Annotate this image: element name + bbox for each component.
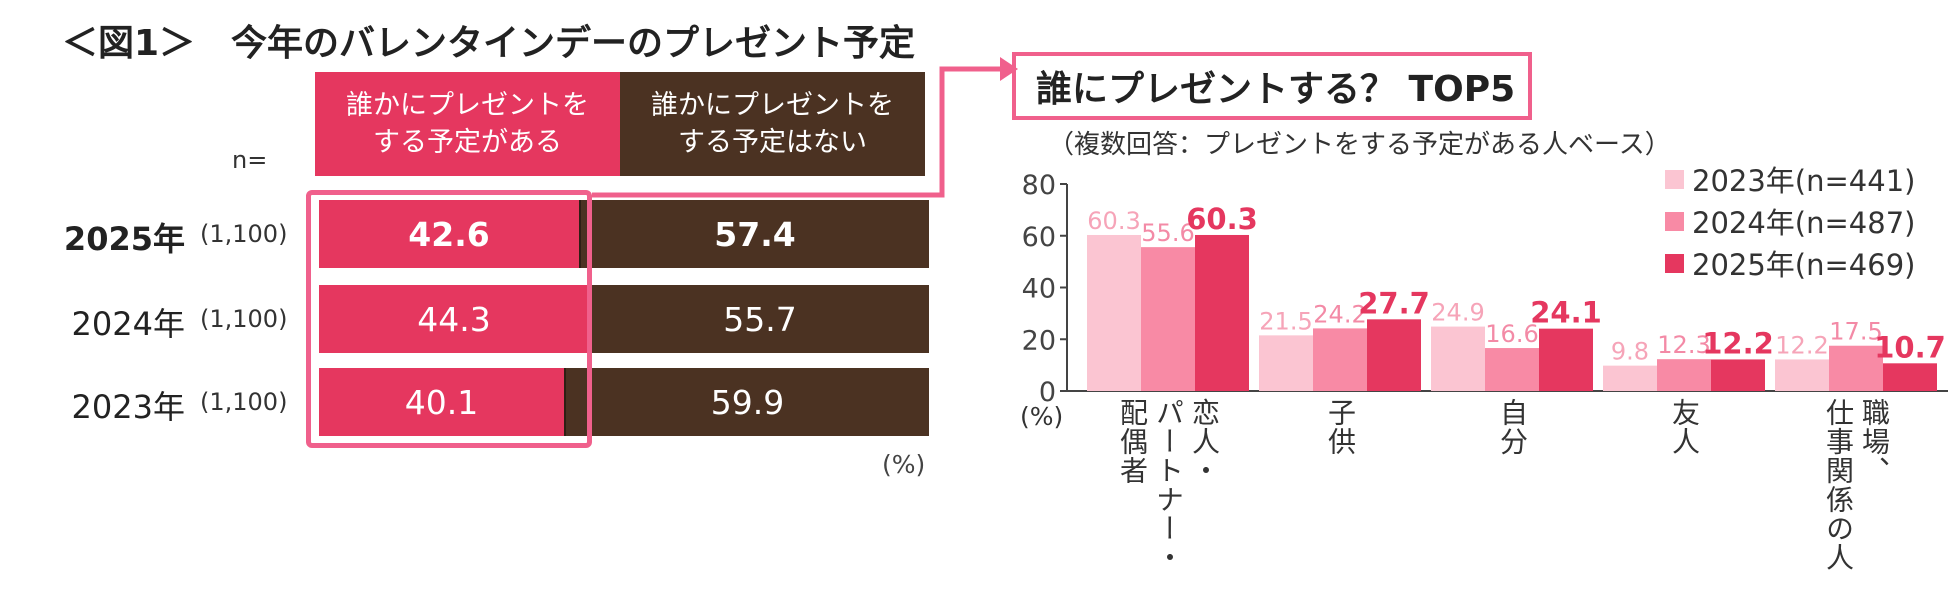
- data-label: 10.7: [1874, 330, 1946, 364]
- bar-segment-no: 55.7: [589, 285, 929, 353]
- bar: [1603, 365, 1657, 391]
- legend-item: 2023年(n=441): [1665, 158, 1915, 200]
- y-tick-label: 40: [1022, 274, 1056, 305]
- y-tick-label: 60: [1022, 222, 1056, 253]
- bar-segment-no: 57.4: [579, 200, 929, 268]
- y-unit-label: (%): [1020, 402, 1064, 431]
- data-label: 21.5: [1259, 307, 1312, 335]
- bar: [1431, 326, 1485, 391]
- bar: [1087, 234, 1141, 391]
- bar: [1367, 319, 1421, 391]
- y-tick-label: 80: [1022, 170, 1056, 201]
- data-label: 12.2: [1775, 331, 1828, 359]
- grouped-bar-chart: 0 20 40 60 80 60.3 55.660.3 21.5 24.227.7 24.916.…: [1022, 170, 1948, 408]
- bar: [1775, 359, 1829, 391]
- row-n-label: (1,100): [200, 220, 288, 248]
- header-label: 誰かにプレゼントを する予定がある: [346, 90, 589, 158]
- legend-label: 2023年(n=441): [1692, 164, 1916, 198]
- legend-swatch: [1665, 211, 1684, 231]
- category-label: 恋人・: [1188, 398, 1221, 485]
- bar-segment-yes: 44.3: [319, 285, 589, 353]
- header-plan-no: 誰かにプレゼントを する予定はない: [620, 72, 925, 176]
- data-label: 17.5: [1829, 318, 1882, 346]
- bar: [1539, 328, 1593, 391]
- chart-subtitle: （複数回答：プレゼントをする予定がある人ベース）: [1048, 130, 1671, 160]
- figure-title: ＜図1＞ 今年のバレンタインデーのプレゼント予定: [62, 23, 916, 64]
- row-year-label: 2024年: [71, 305, 185, 343]
- header-plan-yes: 誰かにプレゼントを する予定がある: [315, 72, 620, 176]
- bar: [1259, 335, 1313, 391]
- category-label: 自分: [1496, 398, 1529, 456]
- legend-swatch: [1665, 253, 1684, 273]
- row-n-label: (1,100): [200, 305, 288, 333]
- data-label: 60.3: [1087, 207, 1140, 235]
- data-label: 24.1: [1530, 296, 1602, 330]
- y-tick-label: 20: [1022, 325, 1056, 356]
- data-label: 16.6: [1485, 320, 1538, 348]
- data-label: 55.6: [1141, 219, 1194, 247]
- category-label: 職場、: [1858, 398, 1891, 485]
- category-label: 子供: [1324, 398, 1357, 456]
- bar: [1657, 359, 1711, 391]
- highlight-frame: [306, 190, 592, 448]
- legend-label: 2025年(n=469): [1692, 248, 1916, 282]
- data-label: 12.3: [1657, 331, 1710, 359]
- category-label: 仕事関係の人: [1822, 398, 1855, 572]
- bar-segment-yes: 42.6: [319, 200, 579, 268]
- y-tick-label: 0: [1039, 377, 1056, 408]
- data-label: 60.3: [1186, 202, 1258, 236]
- n-label: n=: [232, 146, 268, 174]
- legend-label: 2024年(n=487): [1692, 206, 1916, 240]
- top5-title: 誰にプレゼントする？ TOP5: [1012, 52, 1532, 120]
- category-label: 友人: [1668, 398, 1701, 456]
- bar: [1195, 234, 1249, 391]
- percent-unit: (%): [882, 450, 926, 479]
- data-label: 24.2: [1313, 300, 1366, 328]
- bar: [1313, 328, 1367, 391]
- category-label: 配偶者: [1116, 398, 1149, 485]
- connector-arrow: [592, 57, 1018, 198]
- legend-item: 2025年(n=469): [1665, 242, 1915, 284]
- data-label: 9.8: [1611, 338, 1649, 366]
- data-label: 24.9: [1431, 299, 1484, 327]
- bar-segment-yes: 40.1: [319, 368, 564, 436]
- header-label: 誰かにプレゼントを する予定はない: [651, 90, 894, 158]
- row-year-label: 2025年: [63, 220, 185, 258]
- data-label: 12.2: [1702, 326, 1774, 360]
- bar: [1883, 363, 1937, 391]
- legend-swatch: [1665, 169, 1684, 189]
- bar-segment-no: 59.9: [564, 368, 929, 436]
- bar: [1829, 345, 1883, 391]
- row-n-label: (1,100): [200, 388, 288, 416]
- bar: [1141, 247, 1195, 391]
- bar: [1485, 348, 1539, 391]
- row-year-label: 2023年: [71, 388, 185, 426]
- data-label: 27.7: [1358, 286, 1430, 320]
- category-label: パートナー・: [1152, 398, 1185, 572]
- legend: 2023年(n=441) 2024年(n=487) 2025年(n=469): [1665, 158, 1915, 284]
- legend-item: 2024年(n=487): [1665, 200, 1915, 242]
- bar: [1711, 359, 1765, 391]
